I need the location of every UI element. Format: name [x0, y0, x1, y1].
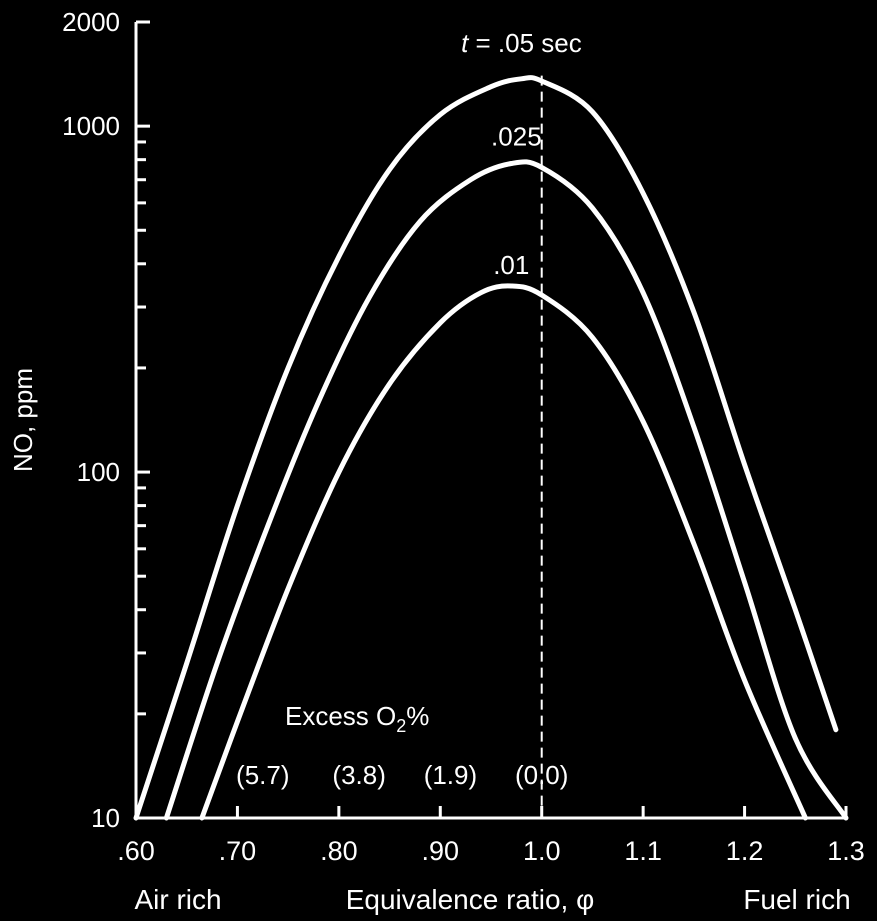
y-axis-title: NO, ppm	[8, 368, 38, 472]
excess-o2-text: Excess O	[285, 701, 396, 731]
air-rich-label: Air rich	[134, 884, 221, 915]
fuel-rich-label: Fuel rich	[743, 884, 850, 915]
x-tick-label: 1.1	[624, 836, 662, 866]
x-tick-label: 1.0	[523, 836, 561, 866]
series-label: t = .05 sec	[461, 28, 582, 58]
x-tick-label: 1.2	[726, 836, 764, 866]
curve-t-005	[133, 75, 839, 821]
y-tick-labels: 10 100 1000 2000	[62, 7, 120, 833]
excess-o2-percent: %	[406, 701, 429, 731]
series-labels: t = .05 sec .025 .01	[461, 28, 582, 280]
y-tick-label: 2000	[62, 7, 120, 37]
series-label-text: = .05 sec	[468, 28, 581, 58]
y-tick-label: 10	[91, 803, 120, 833]
x-axis-title: Equivalence ratio, φ	[346, 884, 595, 915]
excess-o2-value: (3.8)	[332, 760, 385, 790]
series-label-variable: t	[461, 28, 470, 58]
x-tick-label: .60	[117, 836, 155, 866]
excess-o2-subscript: 2	[396, 716, 406, 736]
series-label-text: .025	[491, 121, 542, 151]
y-minor-ticks	[136, 20, 150, 820]
x-ticks	[134, 806, 848, 818]
excess-o2-value: (0.0)	[515, 760, 568, 790]
curve-t-001	[199, 283, 808, 821]
excess-o2-value: (1.9)	[424, 760, 477, 790]
series-curves	[133, 75, 849, 821]
x-tick-label: .90	[422, 836, 460, 866]
excess-o2-value: (5.7)	[236, 760, 289, 790]
axes	[134, 22, 846, 820]
x-tick-label: 1.3	[827, 836, 865, 866]
x-tick-label: .80	[320, 836, 358, 866]
series-label-text: .01	[493, 250, 529, 280]
excess-o2-values: (5.7) (3.8) (1.9) (0.0)	[236, 760, 568, 790]
x-tick-labels: .60 .70 .80 .90 1.0 1.1 1.2 1.3	[117, 836, 865, 866]
excess-o2-heading: Excess O2%	[285, 701, 429, 736]
y-tick-label: 1000	[62, 111, 120, 141]
series-label: .01	[493, 250, 529, 280]
series-label: .025	[491, 121, 542, 151]
y-tick-label: 100	[77, 457, 120, 487]
x-tick-label: .70	[219, 836, 257, 866]
curve-t-0025	[163, 159, 849, 821]
